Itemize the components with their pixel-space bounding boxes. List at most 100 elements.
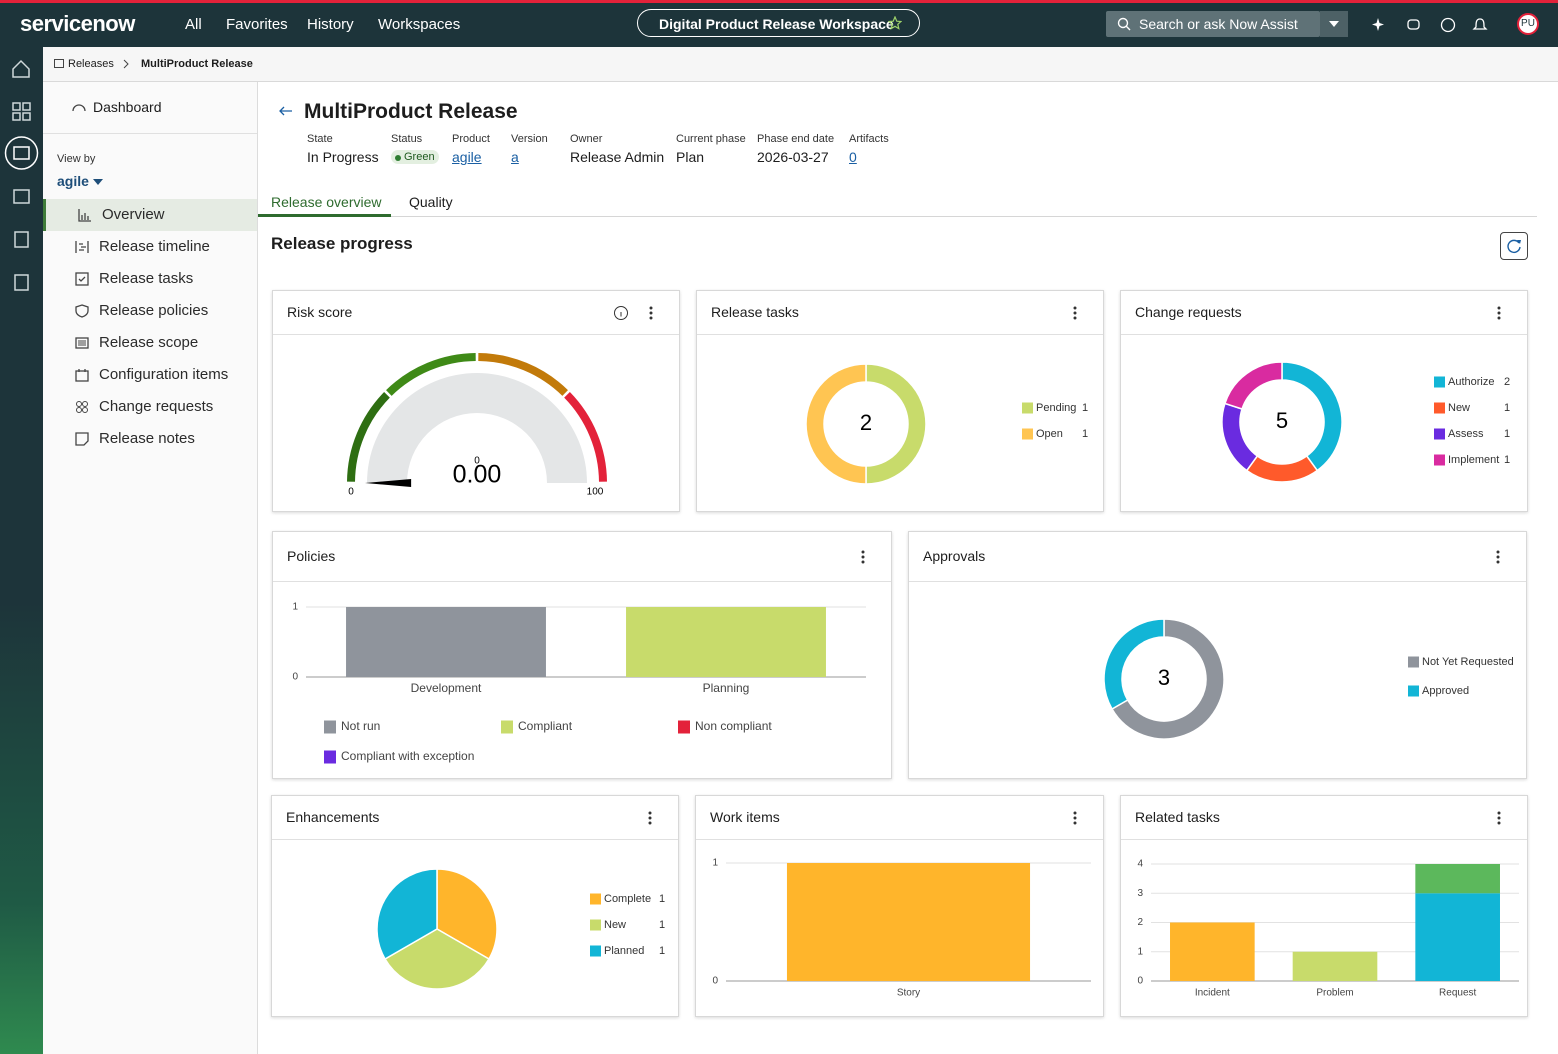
tab-underline (258, 214, 391, 217)
rail-icons (4, 59, 39, 291)
tab-divider (258, 216, 1537, 217)
legend-count: 1 (659, 919, 665, 931)
widget-card: Risk score 0 0.00 0 100 (272, 290, 680, 512)
selected-rail-icon[interactable] (4, 136, 39, 170)
sidebar-item[interactable]: Release timeline (43, 231, 257, 263)
widget-menu[interactable] (857, 549, 869, 565)
clipboard-icon[interactable] (14, 274, 29, 291)
field-label: Current phase (676, 133, 746, 145)
menu-dot (1073, 811, 1077, 815)
status-value: Green (404, 151, 435, 163)
widget-header: Approvals (909, 532, 1526, 582)
assist-icon[interactable] (1372, 18, 1384, 31)
refresh-button[interactable] (1500, 232, 1528, 260)
sidebar-item[interactable]: Overview (43, 199, 257, 231)
legend-count: 1 (1504, 454, 1510, 466)
y-tick-label: 3 (1137, 888, 1143, 899)
collapse-icon[interactable] (279, 105, 293, 117)
nav-item[interactable]: Workspaces (378, 16, 461, 33)
item-icon (75, 304, 89, 318)
tab-active[interactable]: Release overview (271, 194, 382, 210)
widget-header: Enhancements (272, 796, 678, 840)
document-icon[interactable] (14, 231, 29, 248)
y-tick-label: 1 (1137, 946, 1143, 957)
widget-menu[interactable] (1493, 810, 1505, 826)
sidebar-item[interactable]: Release notes (43, 423, 257, 455)
help-icon[interactable] (1440, 17, 1456, 33)
donut-slice (1103, 618, 1165, 711)
top-bar: servicenow All Favorites History Workspa… (0, 0, 1558, 47)
gauge-value-label: 0.00 (453, 461, 502, 489)
brand-logo[interactable]: servicenow (20, 11, 135, 36)
widget-chart: 0 1 Development Planning Not run Compliant Non… (292, 602, 866, 764)
home-icon[interactable] (12, 59, 30, 78)
menu-dot (1073, 311, 1077, 315)
dashboard-link[interactable]: Dashboard (43, 82, 257, 134)
y-tick-label: 0 (292, 672, 298, 683)
widget-menu[interactable] (1493, 305, 1505, 321)
dashboard-label: Dashboard (93, 99, 162, 115)
widget-menu[interactable] (645, 305, 657, 321)
sidebar-item[interactable]: Release tasks (43, 263, 257, 295)
widget-menu[interactable] (1492, 549, 1504, 565)
chat-icon[interactable] (1407, 19, 1420, 30)
widget-title: Change requests (1135, 304, 1242, 320)
widget-card: Policies 0 1 Development Planning Not run Comp… (272, 531, 892, 779)
sidebar-item[interactable]: Configuration items (43, 359, 257, 391)
x-tick-label: Problem (1316, 988, 1353, 999)
donut-total: 5 (1276, 408, 1288, 433)
field-value: Plan (676, 149, 705, 165)
breadcrumb-link[interactable]: Releases (68, 58, 114, 70)
nav-item[interactable]: All (185, 16, 202, 33)
y-tick-label: 1 (292, 602, 298, 613)
sidebar-item[interactable]: Release scope (43, 327, 257, 359)
menu-dot (861, 550, 865, 554)
legend-label: Approved (1422, 685, 1469, 697)
item-icon (78, 209, 91, 222)
field-value: 2026-03-27 (757, 149, 829, 165)
item-icon (76, 401, 88, 413)
legend-label: Not run (341, 719, 380, 733)
bar-segment (626, 607, 826, 677)
menu-dot (1497, 811, 1501, 815)
bar-segment (1170, 922, 1255, 981)
donut-slice (1221, 402, 1259, 472)
search-box[interactable]: Search or ask Now Assist (1106, 11, 1320, 37)
info-icon[interactable] (613, 305, 629, 321)
nav-item[interactable]: History (307, 16, 354, 33)
widget-title: Enhancements (286, 809, 380, 825)
avatar[interactable]: PU (1517, 13, 1539, 35)
widget-menu[interactable] (1069, 305, 1081, 321)
gauge-max-label: 100 (587, 487, 604, 498)
apps-icon[interactable] (12, 102, 31, 121)
legend-count: 1 (1082, 428, 1088, 440)
notification-icon[interactable] (1472, 18, 1488, 30)
workspace-pill[interactable]: Digital Product Release Workspace (637, 9, 920, 37)
nav-item[interactable]: Favorites (226, 16, 288, 33)
sidebar-item[interactable]: Release policies (43, 295, 257, 327)
menu-dot (649, 306, 653, 310)
field-value: Release Admin (570, 149, 665, 165)
field-label: Version (511, 133, 548, 145)
view-by-select[interactable]: agile (57, 173, 103, 189)
widget-card: Approvals Not Yet Requested Approved 3 (908, 531, 1527, 779)
legend-swatch (324, 720, 336, 734)
field-link[interactable]: 0 (849, 149, 857, 165)
legend-swatch (1434, 376, 1445, 388)
field-link[interactable]: agile (452, 149, 482, 165)
field-link[interactable]: a (511, 149, 519, 165)
widget-menu[interactable] (1069, 810, 1081, 826)
widget-menu[interactable] (644, 810, 656, 826)
item-icon (75, 241, 89, 253)
widget-chart: Not Yet Requested Approved 3 (1103, 618, 1514, 740)
tab[interactable]: Quality (409, 194, 453, 210)
legend-swatch (678, 720, 690, 734)
sidebar-item[interactable]: Change requests (43, 391, 257, 423)
favorite-star[interactable] (888, 16, 902, 30)
calendar-icon[interactable] (13, 189, 30, 204)
gauge-band (478, 353, 568, 396)
search-dropdown[interactable] (1320, 11, 1348, 37)
widget-chart: 0 1 Story (712, 858, 1091, 999)
legend-swatch (1434, 428, 1445, 440)
legend-swatch (590, 945, 601, 957)
